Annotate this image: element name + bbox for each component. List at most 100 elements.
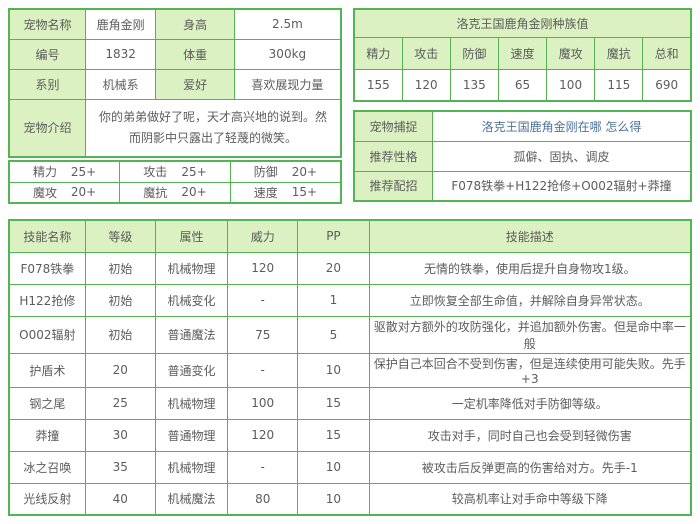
table-row: 宠物介绍 你的弟弟做好了呢，天才高兴地的说到。然而阴影中只露出了轻蔑的微笑。 — [8, 98, 342, 158]
table-row: 宠物捕捉 洛克王国鹿角金刚在哪 怎么得 — [353, 110, 692, 142]
hobby-label: 爱好 — [155, 68, 235, 100]
skill-row: 护盾术 20 普通变化 - 10 保护自己本回合不受到伤害，但是连续使用可能失败… — [8, 352, 692, 388]
stat-label: 速度 — [253, 185, 278, 200]
stat-value: 25+ — [70, 164, 97, 179]
capture-label: 宠物捕捉 — [353, 110, 433, 142]
capture-info-table: 宠物捕捉 洛克王国鹿角金刚在哪 怎么得 推荐性格 孤僻、固执、调皮 推荐配招 F… — [353, 110, 692, 202]
nature-value: 孤僻、固执、调皮 — [431, 140, 692, 172]
skill-desc: 较高机率让对手命中等级下降 — [368, 482, 692, 516]
intro-text: 你的弟弟做好了呢，天才高兴地的说到。然而阴影中只露出了轻蔑的微笑。 — [84, 98, 342, 158]
skill-desc: 攻击对手，同时自己也会受到轻微伤害 — [368, 418, 692, 452]
skill-name: 护盾术 — [8, 352, 86, 388]
stat-cell: 防御 20+ — [229, 160, 342, 183]
stat-value: 15+ — [291, 185, 318, 200]
skill-power: - — [227, 352, 299, 388]
skill-row: 冰之召唤 35 机械物理 - 10 被攻击后反弹更高的伤害给对方。先手-1 — [8, 450, 692, 484]
stat-label: 精力 — [32, 165, 57, 180]
skill-name: 光线反射 — [8, 482, 86, 516]
skills-header-pp: PP — [297, 219, 370, 253]
race-values-table: 洛克王国鹿角金刚种族值 精力 攻击 防御 速度 魔攻 魔抗 总和 155 120… — [353, 8, 692, 102]
skill-name: F078铁拳 — [8, 251, 86, 285]
skills-header-name: 技能名称 — [8, 219, 86, 253]
col-header-hp: 精力 — [353, 36, 403, 70]
skill-power: 120 — [227, 251, 299, 285]
race-value-atk: 120 — [401, 68, 451, 102]
skill-row: 钢之尾 25 机械物理 100 15 一定机率降低对手防御等级。 — [8, 386, 692, 420]
skills-header-attr: 属性 — [154, 219, 229, 253]
table-row: 编号 1832 体重 300kg — [8, 38, 342, 70]
skill-row: H122抢修 初始 机械变化 - 1 立即恢复全部生命值，并解除自身异常状态。 — [8, 283, 692, 317]
capture-link[interactable]: 洛克王国鹿角金刚在哪 怎么得 — [481, 119, 642, 134]
skill-name: H122抢修 — [8, 283, 86, 317]
skill-pp: 10 — [297, 352, 370, 388]
stat-value: 20+ — [291, 164, 318, 179]
skill-pp: 15 — [297, 386, 370, 420]
skill-level: 初始 — [84, 283, 156, 317]
skills-table: 技能名称 等级 属性 威力 PP 技能描述 F078铁拳 初始 机械物理 120… — [8, 219, 692, 516]
skill-desc: 无情的铁拳，使用后提升自身物攻1级。 — [368, 251, 692, 285]
stat-cell: 攻击 25+ — [119, 160, 231, 183]
skill-power: - — [227, 283, 299, 317]
stat-label: 防御 — [253, 165, 278, 180]
skill-pp: 15 — [297, 418, 370, 452]
skill-name: 钢之尾 — [8, 386, 86, 420]
col-header-def: 防御 — [449, 36, 499, 70]
skill-power: - — [227, 450, 299, 484]
skill-pp: 5 — [297, 315, 370, 354]
race-value-def: 135 — [449, 68, 499, 102]
skill-attr: 机械物理 — [154, 386, 229, 420]
skill-attr: 机械物理 — [154, 450, 229, 484]
skill-level: 初始 — [84, 315, 156, 354]
skill-power: 100 — [227, 386, 299, 420]
pet-info-table: 宠物名称 鹿角金刚 身高 2.5m 编号 1832 体重 300kg 系别 机械… — [8, 8, 342, 158]
skill-attr: 机械魔法 — [154, 482, 229, 516]
skill-level: 30 — [84, 418, 156, 452]
skill-row: 莽撞 30 普通物理 120 15 攻击对手，同时自己也会受到轻微伤害 — [8, 418, 692, 452]
skill-level: 35 — [84, 450, 156, 484]
skill-name: 冰之召唤 — [8, 450, 86, 484]
skill-desc: 被攻击后反弹更高的伤害给对方。先手-1 — [368, 450, 692, 484]
col-header-matk: 魔攻 — [546, 36, 596, 70]
id-value: 1832 — [84, 38, 157, 70]
skill-desc: 驱散对方额外的攻防强化，并追加额外伤害。但是命中率一般 — [368, 315, 692, 354]
stat-label: 攻击 — [143, 165, 168, 180]
skill-attr: 机械物理 — [154, 251, 229, 285]
skill-desc: 一定机率降低对手防御等级。 — [368, 386, 692, 420]
table-row: 155 120 135 65 100 115 690 — [353, 68, 692, 102]
table-row: 精力 25+ 攻击 25+ 防御 20+ — [8, 160, 342, 183]
pet-name-value: 鹿角金刚 — [84, 8, 157, 40]
table-row: 系别 机械系 爱好 喜欢展现力量 — [8, 68, 342, 100]
skill-desc: 保护自己本回合不受到伤害，但是连续使用可能失败。先手+3 — [368, 352, 692, 388]
table-row: 推荐性格 孤僻、固执、调皮 — [353, 140, 692, 172]
skill-name: 莽撞 — [8, 418, 86, 452]
race-value-matk: 100 — [546, 68, 596, 102]
table-row: 推荐配招 F078铁拳+H122抢修+O002辐射+莽撞 — [353, 170, 692, 202]
skill-attr: 机械变化 — [154, 283, 229, 317]
stat-cell: 魔抗 20+ — [119, 181, 231, 204]
table-row: 宠物名称 鹿角金刚 身高 2.5m — [8, 8, 342, 40]
skill-level: 20 — [84, 352, 156, 388]
stat-value: 20+ — [70, 185, 97, 200]
col-header-total: 总和 — [642, 36, 692, 70]
stat-cell: 魔攻 20+ — [8, 181, 121, 204]
table-row: 魔攻 20+ 魔抗 20+ 速度 15+ — [8, 181, 342, 204]
race-value-mdef: 115 — [594, 68, 644, 102]
stat-value: 20+ — [181, 185, 207, 200]
weight-label: 体重 — [155, 38, 235, 70]
skill-power: 75 — [227, 315, 299, 354]
skill-attr: 普通物理 — [154, 418, 229, 452]
col-header-mdef: 魔抗 — [594, 36, 644, 70]
skills-header-power: 威力 — [227, 219, 299, 253]
skill-power: 80 — [227, 482, 299, 516]
height-label: 身高 — [155, 8, 235, 40]
skill-level: 初始 — [84, 251, 156, 285]
id-label: 编号 — [8, 38, 86, 70]
skill-row: F078铁拳 初始 机械物理 120 20 无情的铁拳，使用后提升自身物攻1级。 — [8, 251, 692, 285]
stat-cell: 精力 25+ — [8, 160, 121, 183]
moveset-label: 推荐配招 — [353, 170, 433, 202]
height-value: 2.5m — [233, 8, 342, 40]
stat-label: 魔抗 — [143, 185, 168, 200]
table-row: 洛克王国鹿角金刚种族值 — [353, 8, 692, 38]
hobby-value: 喜欢展现力量 — [233, 68, 342, 100]
